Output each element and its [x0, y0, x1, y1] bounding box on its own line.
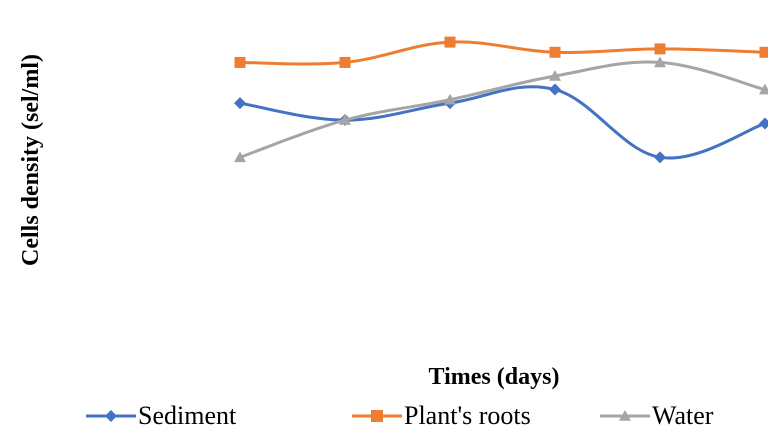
data-point-sediment-1 — [234, 97, 246, 110]
data-point-water-6 — [759, 83, 768, 95]
data-point-plant-s-roots-6 — [759, 46, 768, 58]
data-point-sediment-5 — [654, 151, 666, 164]
series-line-water — [239, 60, 766, 159]
series-line-sediment — [239, 85, 766, 160]
legend-label-water: Water — [652, 401, 714, 430]
data-point-plant-s-roots-2 — [339, 56, 351, 68]
series-line-plant-s-roots — [239, 40, 766, 66]
data-point-water-4 — [549, 70, 561, 81]
data-point-plant-s-roots-3 — [444, 36, 456, 48]
y-axis-label: Cells density (sel/ml) — [18, 54, 44, 266]
data-point-water-2 — [339, 114, 351, 125]
legend-label-sediment: Sediment — [138, 401, 237, 430]
data-point-sediment-4 — [549, 83, 561, 96]
data-point-water-5 — [654, 56, 666, 68]
legend: Sediment Plant's roots Water — [86, 401, 714, 430]
x-axis-label: Times (days) — [429, 364, 560, 390]
data-point-plant-s-roots-4 — [549, 46, 561, 58]
legend-marker-sediment — [105, 410, 117, 422]
data-point-plant-s-roots-5 — [654, 43, 666, 55]
data-point-water-3 — [444, 93, 456, 105]
legend-marker-water — [619, 410, 631, 421]
data-point-plant-s-roots-1 — [234, 56, 246, 68]
legend-marker-plant-s-roots — [371, 410, 383, 422]
data-point-sediment-6 — [759, 117, 768, 130]
plot-area — [234, 36, 768, 164]
data-point-water-1 — [234, 151, 246, 163]
legend-label-plant-s-roots: Plant's roots — [404, 401, 531, 430]
